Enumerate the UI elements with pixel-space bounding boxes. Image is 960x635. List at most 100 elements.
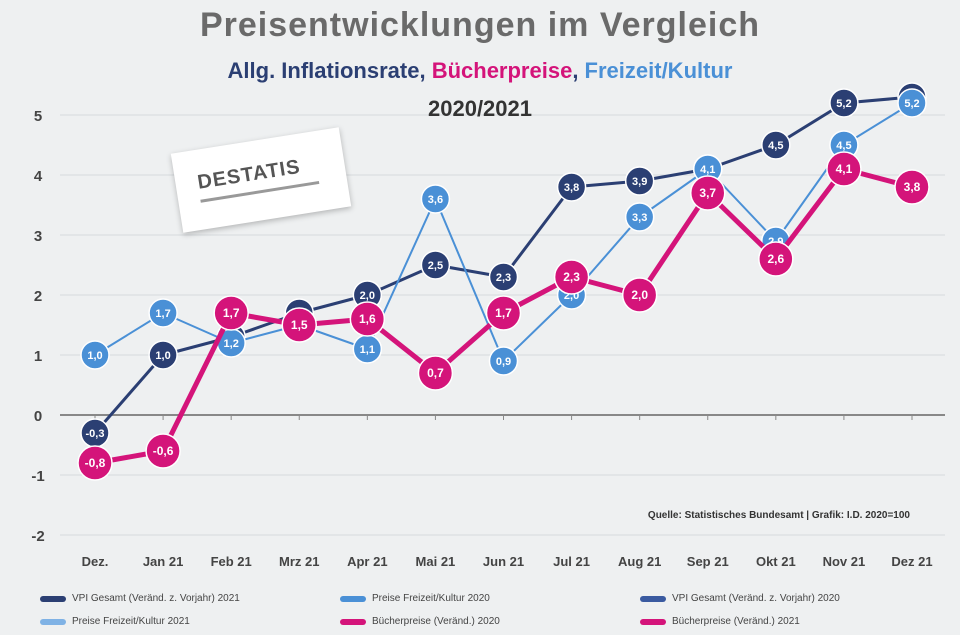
subtitle-part: Allg. Inflationsrate — [227, 58, 420, 83]
legend-swatch — [340, 618, 366, 625]
x-tick-label: Okt 21 — [756, 554, 796, 569]
x-tick-label: Jun 21 — [483, 554, 524, 569]
data-point — [417, 355, 454, 391]
data-point — [761, 130, 791, 160]
legend-swatch — [40, 618, 66, 625]
data-label: 3,6 — [428, 194, 443, 206]
data-point — [624, 202, 655, 232]
data-label: 3,8 — [564, 182, 579, 194]
x-tick-label: Dez 21 — [891, 554, 932, 569]
data-point — [148, 298, 178, 328]
data-label: 2,3 — [496, 272, 511, 284]
legend-swatch — [340, 595, 366, 602]
data-label: 0,7 — [427, 366, 444, 380]
data-label: 5,2 — [836, 98, 851, 110]
data-point — [420, 250, 451, 280]
x-tick-label: Apr 21 — [347, 554, 387, 569]
legend-label: VPI Gesamt (Veränd. z. Vorjahr) 2020 — [672, 593, 840, 604]
legend-item: Bücherpreise (Veränd.) 2021 — [640, 613, 940, 630]
legend-item: VPI Gesamt (Veränd. z. Vorjahr) 2021 — [40, 590, 340, 607]
x-tick-label: Mrz 21 — [279, 554, 319, 569]
x-tick-label: Mai 21 — [416, 554, 456, 569]
data-label: 2,0 — [631, 288, 648, 302]
source-note: Quelle: Statistisches Bundesamt | Grafik… — [647, 510, 910, 521]
chart-period: 2020/2021 — [428, 96, 532, 121]
data-point — [624, 166, 655, 196]
x-tick-label: Aug 21 — [618, 554, 661, 569]
y-tick-label: -2 — [31, 528, 44, 545]
data-point — [420, 184, 451, 214]
legend-item: Preise Freizeit/Kultur 2020 — [340, 590, 640, 607]
y-tick-label: 2 — [34, 288, 42, 305]
data-label: 3,7 — [699, 186, 716, 200]
data-label: 1,7 — [223, 306, 240, 320]
x-tick-label: Jul 21 — [553, 554, 590, 569]
chart-title: Preisentwicklungen im Vergleich — [199, 6, 761, 44]
data-point — [690, 175, 726, 211]
subtitle-part: Freizeit/Kultur — [584, 58, 733, 83]
legend-label: Bücherpreise (Veränd.) 2020 — [372, 616, 500, 627]
data-point — [553, 259, 590, 295]
data-label: 1,7 — [155, 308, 170, 320]
y-tick-label: 0 — [34, 408, 42, 425]
data-point — [349, 301, 386, 337]
data-label: 2,3 — [563, 270, 580, 284]
data-label: 1,2 — [224, 338, 239, 350]
subtitle-part: Bücherpreise — [431, 58, 573, 83]
legend-item: Preise Freizeit/Kultur 2021 — [40, 613, 340, 630]
data-label: 1,0 — [155, 350, 170, 362]
x-tick-label: Nov 21 — [823, 554, 866, 569]
x-tick-label: Jan 21 — [143, 554, 183, 569]
y-tick-label: 5 — [34, 108, 42, 125]
data-point — [829, 88, 859, 118]
y-tick-label: 3 — [34, 228, 42, 245]
line-chart: -2 -1 0 1 2 3 4 5 Dez. Jan 21 Feb 21 Mrz 21 Apr 21 Ma… — [31, 82, 945, 569]
subtitle-part: , — [419, 58, 432, 83]
data-label: 4,5 — [836, 140, 851, 152]
data-point — [488, 262, 519, 292]
data-label: 1,0 — [87, 350, 102, 362]
legend-label: Preise Freizeit/Kultur 2020 — [372, 593, 490, 604]
data-point — [621, 277, 658, 313]
legend-swatch — [640, 595, 666, 602]
data-label: 2,0 — [360, 290, 375, 302]
data-label: 3,8 — [904, 180, 921, 194]
data-point — [148, 340, 178, 370]
data-point — [485, 295, 522, 331]
legend-item: Bücherpreise (Veränd.) 2020 — [340, 613, 640, 630]
data-label: -0,6 — [153, 444, 174, 458]
legend-item: VPI Gesamt (Veränd. z. Vorjahr) 2020 — [640, 590, 940, 607]
legend-swatch — [640, 618, 666, 625]
x-tick-label: Dez. — [82, 554, 109, 569]
data-label: 3,9 — [632, 176, 647, 188]
data-label: 2,6 — [767, 252, 784, 266]
y-tick-label: -1 — [31, 468, 44, 485]
data-point — [77, 445, 113, 481]
data-label: 1,6 — [359, 312, 376, 326]
x-tick-label: Sep 21 — [687, 554, 729, 569]
data-point — [556, 172, 587, 202]
data-point — [894, 169, 930, 205]
data-label: -0,3 — [86, 428, 105, 440]
data-point — [145, 433, 181, 469]
legend-swatch — [40, 595, 66, 602]
data-point — [281, 307, 317, 343]
data-point — [80, 340, 110, 370]
data-label: 5,2 — [904, 98, 919, 110]
data-label: 1,1 — [360, 344, 375, 356]
data-point — [488, 346, 519, 376]
data-label: -0,8 — [85, 456, 106, 470]
data-label: 2,5 — [428, 260, 443, 272]
data-point — [758, 241, 794, 277]
legend: VPI Gesamt (Veränd. z. Vorjahr) 2021 Pre… — [40, 590, 940, 630]
data-point — [826, 151, 862, 187]
data-label: 3,3 — [632, 212, 647, 224]
data-label: 1,5 — [291, 318, 308, 332]
data-label: 1,7 — [495, 306, 512, 320]
data-label: 4,1 — [700, 164, 715, 176]
chart-subtitle: Allg. Inflationsrate, Bücherpreise, Frei… — [0, 58, 960, 84]
legend-label: VPI Gesamt (Veränd. z. Vorjahr) 2021 — [72, 593, 240, 604]
y-tick-label: 1 — [34, 348, 42, 365]
data-point — [897, 88, 927, 118]
legend-label: Preise Freizeit/Kultur 2021 — [72, 616, 190, 627]
